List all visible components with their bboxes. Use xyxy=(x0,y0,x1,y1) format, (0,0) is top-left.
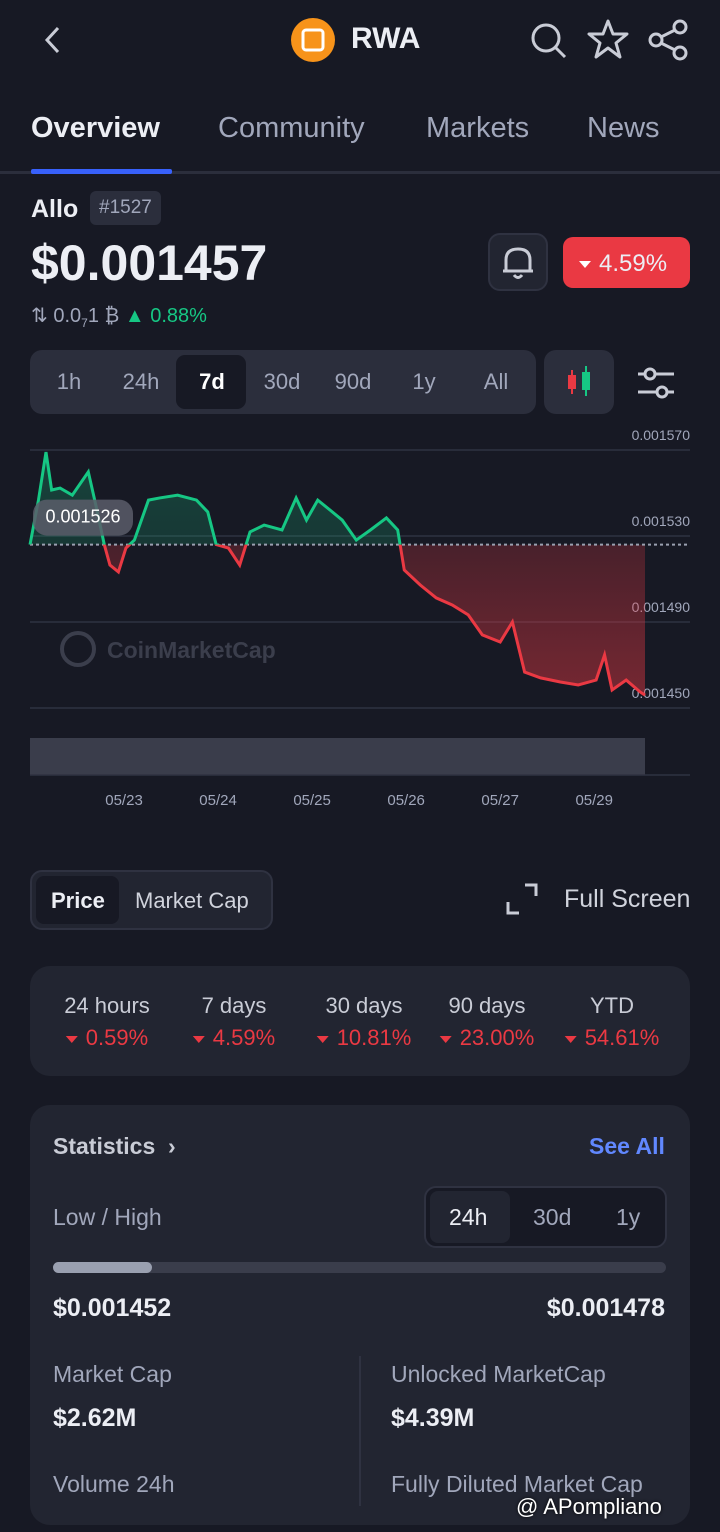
y-tick-label: 0.001490 xyxy=(632,599,691,615)
search-icon[interactable] xyxy=(528,20,568,60)
btc-change: 0.88% xyxy=(150,305,207,327)
x-tick-label: 05/29 xyxy=(575,792,613,809)
stat-value: $2.62M xyxy=(53,1404,137,1432)
y-tick-label: 0.001570 xyxy=(632,427,691,443)
change-badge: 4.59% xyxy=(563,237,690,288)
low-high-label: Low / High xyxy=(53,1204,162,1230)
stat-label: Volume 24h xyxy=(53,1471,175,1497)
area-down xyxy=(30,544,645,696)
timeframe-bar xyxy=(30,350,536,414)
timeframe-option[interactable]: 7d xyxy=(199,369,225,394)
price-line-up xyxy=(28,451,402,545)
x-tick-label: 05/23 xyxy=(105,792,143,809)
period-change-value: 54.61% xyxy=(584,1025,660,1050)
y-tick-label: 0.001530 xyxy=(632,513,691,529)
coin-logo xyxy=(291,18,335,62)
period-label: YTD xyxy=(590,993,634,1018)
price: $0.001457 xyxy=(31,235,268,291)
watermark-logo xyxy=(60,631,96,667)
period-change-value: 4.59% xyxy=(212,1025,276,1050)
btc-lead: 0.0 xyxy=(53,305,82,327)
x-tick-label: 05/27 xyxy=(481,792,519,809)
period-change-value: 23.00% xyxy=(459,1025,535,1050)
period-change: 10.81% xyxy=(316,1025,412,1051)
settings-icon[interactable] xyxy=(634,362,680,404)
timeframe-selected xyxy=(176,355,246,409)
change-value: 4.59% xyxy=(599,250,668,277)
toggle-selected xyxy=(36,876,119,924)
fullscreen-icon[interactable] xyxy=(505,882,539,916)
tab[interactable]: News xyxy=(587,112,660,144)
stat-divider xyxy=(359,1356,361,1506)
tab-indicator xyxy=(31,169,172,174)
statistics-title-text: Statistics xyxy=(53,1133,156,1159)
coin-symbol: RWA xyxy=(351,22,421,55)
period-label: 7 days xyxy=(201,993,267,1018)
range-track xyxy=(53,1262,666,1273)
range-option[interactable]: 24h xyxy=(449,1204,488,1230)
timeframe-option[interactable]: 90d xyxy=(334,369,372,394)
stat-label: Fully Diluted Market Cap xyxy=(391,1471,643,1497)
x-tick-label: 05/24 xyxy=(199,792,237,809)
candle-toggle[interactable] xyxy=(544,350,614,414)
period-label: 24 hours xyxy=(64,993,150,1018)
star-icon[interactable] xyxy=(587,18,629,60)
alert-button[interactable] xyxy=(488,233,548,291)
range-option[interactable]: 30d xyxy=(533,1204,572,1230)
price-line-down xyxy=(29,544,646,697)
reference-pill xyxy=(33,499,133,536)
range-option[interactable]: 1y xyxy=(616,1204,641,1230)
tab[interactable]: Community xyxy=(218,112,365,144)
period-change-value: 0.59% xyxy=(85,1025,149,1050)
btc-zeros: 7 xyxy=(81,316,88,330)
toggle-option[interactable]: Price xyxy=(51,888,105,913)
period-change: 54.61% xyxy=(564,1025,660,1051)
area-up xyxy=(30,452,401,545)
period-change: 4.59% xyxy=(192,1025,276,1051)
timeframe-option[interactable]: 24h xyxy=(122,369,160,394)
high-value: $0.001478 xyxy=(546,1294,665,1322)
back-button[interactable] xyxy=(38,24,68,56)
tab-divider xyxy=(0,171,720,174)
btc-price: ⇅ 0.071 ₿ ▲ 0.88% xyxy=(31,305,207,330)
toggle-option[interactable]: Market Cap xyxy=(135,888,249,913)
period-change: 0.59% xyxy=(65,1025,149,1051)
tab[interactable]: Markets xyxy=(426,112,530,144)
stat-label: Market Cap xyxy=(53,1361,172,1387)
volume-band xyxy=(30,738,645,775)
statistics-title[interactable]: Statistics › xyxy=(53,1133,176,1159)
x-tick-label: 05/26 xyxy=(387,792,425,809)
x-tick-label: 05/25 xyxy=(293,792,331,809)
timeframe-option[interactable]: 1y xyxy=(412,369,436,394)
see-all[interactable]: See All xyxy=(589,1133,665,1159)
btc-tail: 1 ₿ xyxy=(87,305,120,327)
period-change: 23.00% xyxy=(439,1025,535,1051)
rank-badge: #1527 xyxy=(90,191,161,225)
stat-label: Unlocked MarketCap xyxy=(391,1361,606,1387)
period-change-value: 10.81% xyxy=(336,1025,412,1050)
range-selected xyxy=(430,1191,510,1243)
stat-value: $4.39M xyxy=(391,1404,475,1432)
tab[interactable]: Overview xyxy=(31,112,160,144)
timeframe-option[interactable]: All xyxy=(483,369,509,394)
fullscreen-label[interactable]: Full Screen xyxy=(564,885,691,913)
share-icon[interactable] xyxy=(646,18,690,62)
performance-card xyxy=(30,966,690,1076)
reference-label: 0.001526 xyxy=(45,507,120,527)
low-value: $0.001452 xyxy=(53,1294,172,1322)
period-label: 90 days xyxy=(448,993,526,1018)
chart-watermark: CoinMarketCap xyxy=(107,637,276,663)
period-label: 30 days xyxy=(325,993,403,1018)
timeframe-option[interactable]: 30d xyxy=(263,369,301,394)
timeframe-option[interactable]: 1h xyxy=(56,369,82,394)
watermark: @ APompliano xyxy=(516,1494,662,1519)
price-chart: 0.001570 0.001530 0.001490 0.001450 05/23 05/… xyxy=(28,427,691,809)
coin-name: Allo xyxy=(31,195,79,223)
y-tick-label: 0.001450 xyxy=(632,685,691,701)
